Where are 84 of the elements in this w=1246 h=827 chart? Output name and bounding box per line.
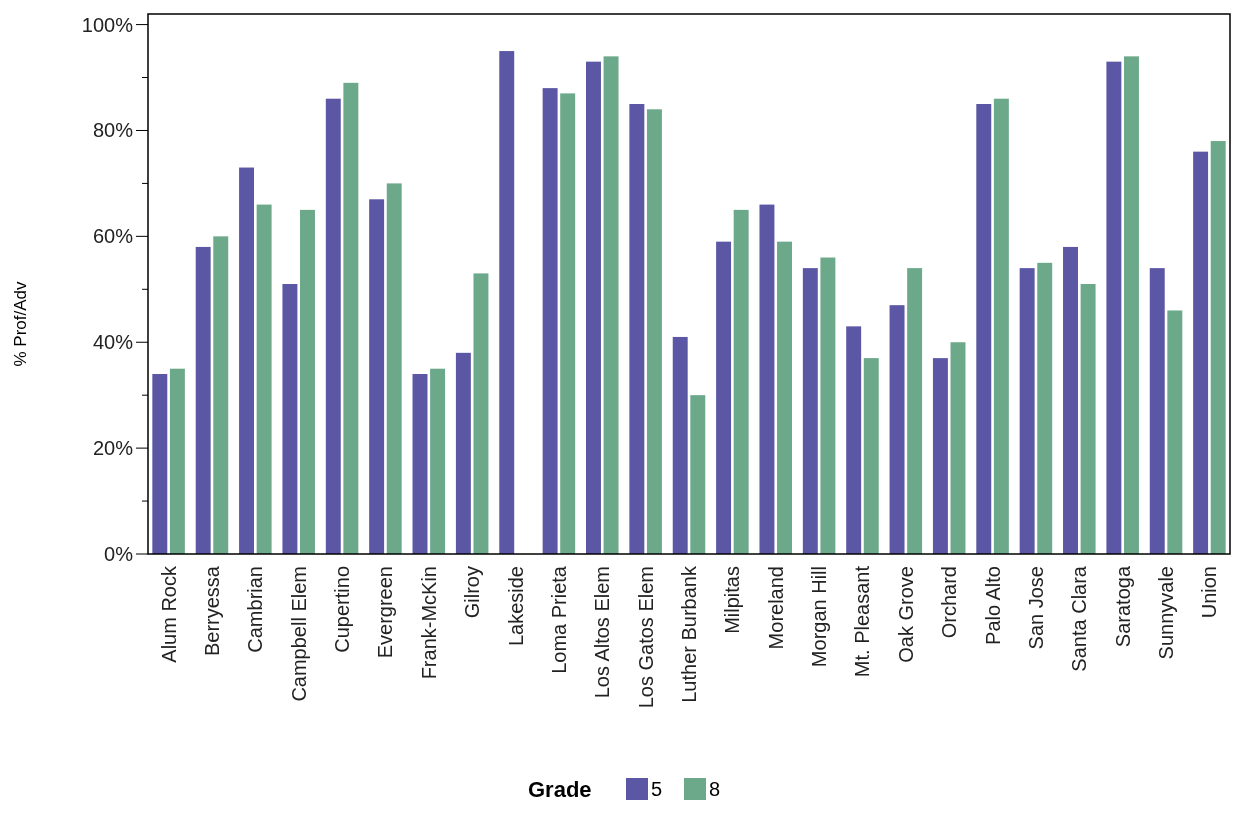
y-tick-label: 20% bbox=[92, 437, 134, 460]
bar bbox=[300, 209, 315, 554]
bar bbox=[1210, 141, 1226, 554]
bar bbox=[1149, 268, 1165, 554]
bar bbox=[603, 56, 619, 554]
bar bbox=[759, 204, 775, 554]
bar bbox=[820, 257, 836, 554]
bar bbox=[386, 183, 402, 554]
bar bbox=[542, 88, 558, 554]
y-tick-label: 100% bbox=[81, 13, 134, 36]
bar bbox=[560, 93, 576, 554]
bar bbox=[1193, 151, 1209, 554]
bar bbox=[690, 395, 706, 554]
x-tick-label: Saratoga bbox=[1111, 565, 1134, 648]
x-tick-label: Sunnyvale bbox=[1155, 566, 1178, 660]
bar bbox=[1167, 310, 1183, 554]
bar bbox=[586, 61, 601, 554]
bar bbox=[1106, 61, 1122, 554]
bar bbox=[993, 98, 1009, 554]
bar bbox=[430, 368, 446, 554]
x-tick-label: Mt. Pleasant bbox=[851, 565, 874, 678]
y-tick-label: 0% bbox=[104, 543, 134, 565]
bar bbox=[672, 336, 688, 554]
x-tick-label: San Jose bbox=[1024, 566, 1047, 650]
legend-title: Grade bbox=[528, 776, 592, 802]
bar bbox=[325, 98, 341, 554]
x-tick-label: Frank-McKin bbox=[417, 566, 440, 680]
bar bbox=[213, 236, 229, 554]
x-tick-label: Gilroy bbox=[461, 566, 484, 619]
bar bbox=[733, 209, 749, 554]
bar bbox=[629, 104, 645, 554]
bar bbox=[863, 358, 879, 554]
bar bbox=[1063, 246, 1078, 554]
bar bbox=[846, 326, 862, 554]
bar bbox=[239, 167, 255, 554]
bar bbox=[802, 268, 818, 554]
x-tick-label: Cambrian bbox=[244, 566, 267, 653]
bar bbox=[455, 352, 471, 554]
x-tick-label: Cupertino bbox=[331, 566, 354, 653]
bar bbox=[716, 241, 732, 554]
x-tick-label: Santa Clara bbox=[1068, 565, 1091, 672]
bar bbox=[907, 268, 923, 554]
x-tick-label: Loma Prieta bbox=[547, 565, 570, 674]
x-tick-label: Evergreen bbox=[374, 566, 397, 659]
x-tick-label: Moreland bbox=[764, 566, 787, 650]
bar bbox=[412, 374, 428, 554]
bar bbox=[950, 342, 966, 554]
y-tick-label: 40% bbox=[92, 331, 134, 354]
y-tick-label: 60% bbox=[92, 225, 134, 248]
x-tick-label: Oak Grove bbox=[894, 566, 917, 663]
y-axis-title: % Prof/Adv bbox=[11, 280, 30, 367]
bar bbox=[499, 51, 515, 554]
y-tick-label: 80% bbox=[92, 119, 134, 142]
x-tick-label: Morgan Hill bbox=[808, 566, 831, 668]
x-tick-label: Union bbox=[1198, 566, 1221, 619]
x-tick-label: Campbell Elem bbox=[287, 566, 310, 702]
bar bbox=[369, 199, 385, 554]
bar bbox=[256, 204, 272, 554]
legend-label: 5 bbox=[651, 778, 663, 800]
bar bbox=[777, 241, 792, 554]
x-tick-label: Palo Alto bbox=[981, 566, 1004, 645]
bar bbox=[1123, 56, 1139, 554]
x-tick-label: Los Altos Elem bbox=[591, 566, 614, 699]
x-tick-label: Luther Burbank bbox=[678, 565, 700, 703]
bar bbox=[169, 368, 185, 554]
bar bbox=[473, 273, 489, 554]
legend-label: 8 bbox=[709, 778, 721, 800]
bar bbox=[282, 284, 298, 554]
bar bbox=[646, 109, 662, 554]
bar bbox=[343, 82, 359, 554]
bar bbox=[976, 104, 992, 554]
bar bbox=[152, 374, 168, 554]
x-tick-label: Orchard bbox=[938, 566, 961, 639]
x-tick-label: Lakeside bbox=[504, 566, 527, 647]
bar bbox=[932, 358, 948, 554]
bar bbox=[1037, 262, 1053, 554]
x-tick-label: Alum Rock bbox=[157, 565, 180, 663]
x-tick-label: Milpitas bbox=[721, 566, 744, 634]
x-tick-label: Los Gatos Elem bbox=[634, 566, 657, 709]
bar bbox=[1080, 284, 1096, 554]
bar bbox=[1019, 268, 1035, 554]
bar bbox=[195, 246, 211, 554]
x-tick-label: Berryessa bbox=[200, 565, 223, 657]
bar bbox=[889, 305, 905, 554]
